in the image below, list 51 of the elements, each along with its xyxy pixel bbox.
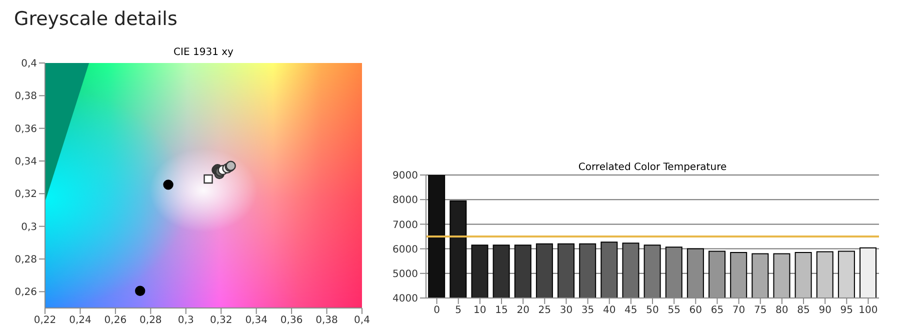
text: Greyscale details — [14, 8, 178, 30]
y-tick-label: 9000 — [392, 170, 418, 182]
x-tick-label: 0,36 — [280, 315, 303, 326]
x-tick-label: 95 — [840, 305, 854, 316]
y-tick-label: 6000 — [392, 244, 418, 256]
x-tick-label: 65 — [710, 305, 724, 316]
chart-title: Correlated Color Temperature — [577, 162, 728, 173]
x-tick-label: 45 — [624, 305, 638, 316]
x-tick-label: 90 — [818, 305, 832, 316]
x-tick-label: 5 — [455, 305, 462, 316]
point — [134, 286, 146, 296]
y-tick-label: 4000 — [392, 294, 418, 305]
y-tick-label: 0,38 — [14, 91, 37, 102]
x-tick-label: 0,22 — [34, 315, 56, 326]
y-tick-label: 0,34 — [14, 156, 37, 168]
chart-title: CIE 1931 xy — [172, 47, 234, 58]
y-tick-label: 0,32 — [14, 189, 37, 200]
x-tick-label: 0,34 — [245, 315, 268, 326]
x-tick-label: 70 — [732, 305, 746, 316]
x-tick-label: 10 — [474, 305, 486, 316]
x-tick-label: 0 — [434, 305, 440, 316]
x-tick-label: 0,24 — [69, 315, 92, 326]
point — [163, 180, 174, 190]
x-tick-label: 0,32 — [210, 315, 232, 326]
x-tick-label: 25 — [538, 305, 552, 316]
y-tick-label: 0,4 — [21, 58, 37, 70]
x-tick-label: 85 — [797, 305, 810, 316]
point — [204, 174, 213, 184]
x-tick-label: 0,3 — [178, 315, 194, 326]
x-tick-label: 0,28 — [140, 315, 162, 326]
y-tick-label: 0,26 — [14, 287, 37, 298]
y-tick-label: 5000 — [392, 268, 418, 280]
y-tick-label: 0,36 — [14, 124, 37, 135]
x-tick-label: 100 — [858, 305, 878, 316]
x-tick-label: 75 — [754, 305, 767, 316]
x-tick-label: 50 — [646, 305, 659, 316]
y-tick-label: 0,3 — [21, 222, 37, 233]
x-tick-label: 0,38 — [316, 315, 338, 326]
x-tick-label: 0,26 — [104, 315, 127, 326]
x-tick-label: 55 — [668, 305, 680, 316]
y-tick-label: 7000 — [392, 220, 418, 231]
x-tick-label: 15 — [495, 305, 508, 316]
y-tick-label: 8000 — [392, 195, 418, 206]
x-tick-label: 60 — [689, 305, 702, 316]
x-tick-label: 80 — [776, 305, 788, 316]
x-tick-label: 40 — [602, 305, 616, 316]
y-tick-label: 0,28 — [14, 254, 37, 266]
x-tick-label: 30 — [560, 305, 573, 316]
x-tick-label: 20 — [516, 305, 530, 316]
x-tick-label: 35 — [581, 305, 594, 316]
x-tick-label: 0,4 — [354, 315, 370, 326]
